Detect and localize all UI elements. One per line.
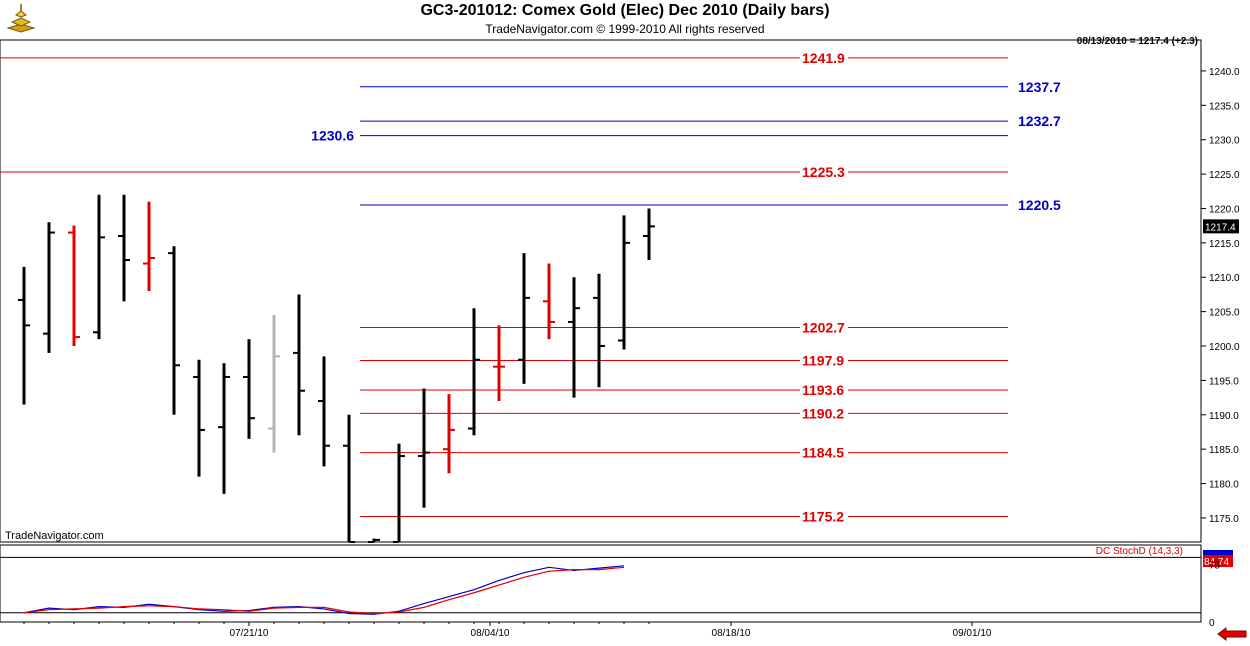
price-y-tick-label: 1220.0 <box>1209 204 1240 215</box>
stoch-y-tick-label: 75 <box>1209 560 1221 571</box>
level-label-bg <box>800 381 848 399</box>
copyright-text: TradeNavigator.com © 1999-2010 All right… <box>485 22 765 36</box>
level-label: 1202.7 <box>802 319 845 335</box>
price-y-tick-label: 1215.0 <box>1209 239 1240 250</box>
x-tick-label: 08/18/10 <box>712 628 751 639</box>
x-tick-label: 08/04/10 <box>471 628 510 639</box>
level-label-bg <box>800 443 848 461</box>
price-panel-frame <box>0 39 1202 543</box>
stoch-last-value: 84.74 <box>1204 557 1229 568</box>
level-label-bg <box>800 48 848 66</box>
level-label: 1237.7 <box>1018 79 1061 95</box>
level-label: 1230.6 <box>311 128 354 144</box>
level-label-bg <box>800 507 848 525</box>
gold-bars-logo-icon <box>4 2 38 34</box>
stoch-panel-frame <box>0 544 1202 623</box>
level-label-bg <box>1016 77 1064 95</box>
last-price-box <box>1203 219 1239 234</box>
level-label: 1197.9 <box>802 352 844 368</box>
stoch-title: DC StochD (14,3,3) <box>1096 546 1183 557</box>
price-y-tick-label: 1180.0 <box>1209 480 1239 491</box>
level-label-bg <box>800 163 848 181</box>
level-label: 1175.2 <box>802 509 844 525</box>
price-y-tick-label: 1185.0 <box>1209 445 1239 456</box>
price-y-tick-label: 1230.0 <box>1209 136 1240 147</box>
level-label: 1232.7 <box>1018 113 1061 129</box>
watermark-text: TradeNavigator.com <box>5 530 104 542</box>
stoch-k-line <box>23 565 625 615</box>
price-y-tick-label: 1235.0 <box>1209 101 1240 112</box>
price-y-tick-label: 1175.0 <box>1209 514 1239 525</box>
stoch-d-value-box <box>1203 555 1233 567</box>
level-label: 1184.5 <box>802 445 844 461</box>
level-label-bg <box>1016 196 1064 214</box>
price-y-tick-label: 1190.0 <box>1209 411 1239 422</box>
level-label-bg <box>1016 112 1064 130</box>
page-title: GC3-201012: Comex Gold (Elec) Dec 2010 (… <box>420 2 830 19</box>
last-quote-text: 08/13/2010 = 1217.4 (+2.3) <box>1076 36 1198 47</box>
price-y-tick-label: 1195.0 <box>1209 376 1239 387</box>
price-y-tick-label: 1200.0 <box>1209 342 1240 353</box>
stoch-k-value-box <box>1203 550 1233 557</box>
level-label: 1225.3 <box>802 164 845 180</box>
price-y-tick-label: 1205.0 <box>1209 308 1240 319</box>
level-label: 1241.9 <box>802 50 845 66</box>
level-label-bg <box>306 126 354 144</box>
level-label-bg <box>800 351 848 369</box>
level-label: 1190.2 <box>802 405 844 421</box>
stoch-d-line <box>23 566 625 615</box>
level-label-bg <box>800 318 848 336</box>
x-tick-label: 07/21/10 <box>230 628 269 639</box>
price-y-tick-label: 1210.0 <box>1209 273 1240 284</box>
level-label: 1193.6 <box>802 382 844 398</box>
x-tick-label: 09/01/10 <box>953 628 992 639</box>
level-label: 1220.5 <box>1018 197 1061 213</box>
stoch-y-tick-label: 0 <box>1209 618 1215 629</box>
price-y-tick-label: 1225.0 <box>1209 170 1240 181</box>
red-left-arrow-icon[interactable] <box>1216 627 1248 641</box>
last-price-label: 1217.4 <box>1205 222 1236 233</box>
price-y-tick-label: 1240.0 <box>1209 67 1240 78</box>
level-label-bg <box>800 404 848 422</box>
